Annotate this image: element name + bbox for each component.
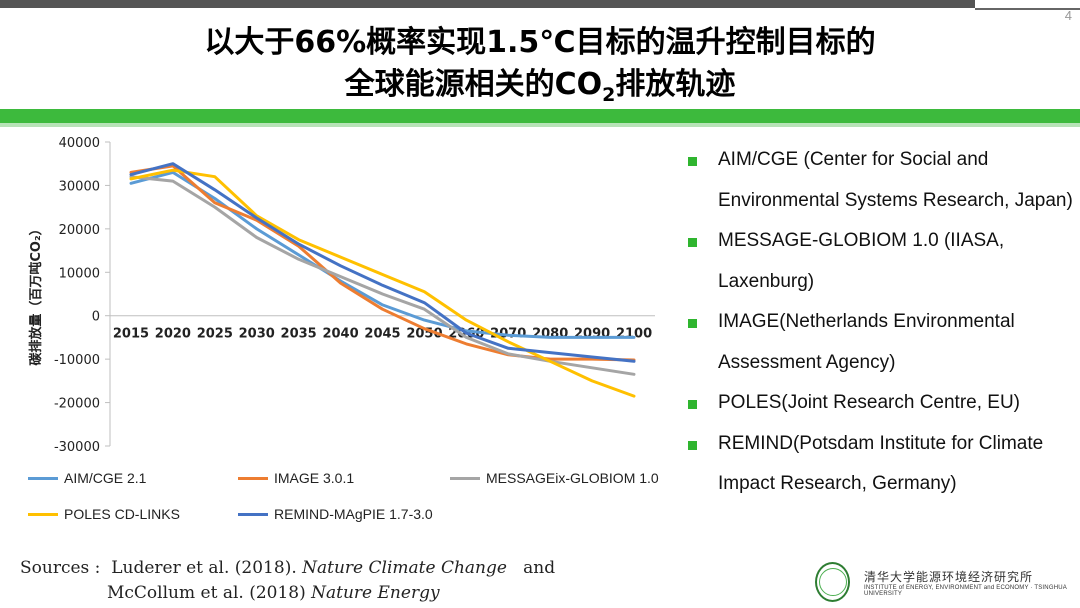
x-tick-label: 2045 <box>364 327 400 342</box>
y-tick-label: 30000 <box>59 179 100 194</box>
bullet-square-icon <box>688 319 697 328</box>
legend-swatch <box>238 512 268 516</box>
legend-label: MESSAGEix-GLOBIOM 1.0 <box>486 470 659 486</box>
series-line <box>129 164 636 362</box>
y-tick-label: -10000 <box>54 353 100 368</box>
y-tick-label: 10000 <box>59 266 100 281</box>
source-ref1-authors: Luderer et al. (2018). <box>111 558 297 578</box>
legend-item: POLES CD-LINKS <box>28 506 180 522</box>
legend-swatch <box>238 476 268 480</box>
series-line <box>129 162 636 363</box>
logo-text: 清华大学能源环境经济研究所 INSTITUTE of ENERGY, ENVIR… <box>864 568 1073 597</box>
x-tick-label: 2035 <box>281 327 317 342</box>
model-list-item: AIM/CGE (Center for Social and Environme… <box>688 140 1073 221</box>
y-tick-label: -20000 <box>54 397 100 412</box>
bullet-square-icon <box>688 157 697 166</box>
legend-label: AIM/CGE 2.1 <box>64 470 147 486</box>
legend-item: REMIND-MAgPIE 1.7-3.0 <box>238 506 433 522</box>
model-list-item-text: MESSAGE-GLOBIOM 1.0 (IIASA, Laxenburg) <box>718 230 1005 292</box>
legend-swatch <box>450 476 480 480</box>
model-list: AIM/CGE (Center for Social and Environme… <box>688 140 1073 505</box>
sources-label: Sources : <box>20 558 101 578</box>
source-ref1-journal: Nature Climate Change <box>302 558 507 578</box>
model-list-item: IMAGE(Netherlands Environmental Assessme… <box>688 302 1073 383</box>
top-bar-gap <box>975 0 1080 8</box>
title-line-2-tail: 排放轨迹 <box>615 67 736 102</box>
chart-svg: 40000 30000 20000 10000 0 -10000 -20000 -30000 2… <box>28 136 655 455</box>
sources-row-2: McCollum et al. (2018) Nature Energy <box>20 581 555 606</box>
legend-swatch <box>28 476 58 480</box>
source-and: and <box>523 558 556 578</box>
green-divider-shadow <box>0 123 1080 127</box>
top-thin-bar <box>975 8 1080 10</box>
legend-item: IMAGE 3.0.1 <box>238 470 354 486</box>
bullet-square-icon <box>688 400 697 409</box>
title-subscript: 2 <box>602 84 616 106</box>
x-tick-label: 2040 <box>322 327 358 342</box>
institute-logo: 清华大学能源环境经济研究所 INSTITUTE of ENERGY, ENVIR… <box>815 560 1073 604</box>
green-divider-bar <box>0 109 1080 123</box>
y-tick-label: -30000 <box>54 440 100 455</box>
sources-row-1: Sources : Luderer et al. (2018). Nature … <box>20 556 555 581</box>
y-axis-label: 碳排放量（百万吨CO₂） <box>28 222 44 365</box>
legend-label: REMIND-MAgPIE 1.7-3.0 <box>274 506 433 522</box>
logo-english-name: INSTITUTE of ENERGY, ENVIRONMENT and ECO… <box>864 584 1067 597</box>
sources-block: Sources : Luderer et al. (2018). Nature … <box>20 556 555 606</box>
model-list-item-text: IMAGE(Netherlands Environmental Assessme… <box>718 311 1015 373</box>
bullet-square-icon <box>688 238 697 247</box>
x-tick-label: 2090 <box>574 327 610 342</box>
legend-label: IMAGE 3.0.1 <box>274 470 355 486</box>
model-list-item: REMIND(Potsdam Institute for Climate Imp… <box>688 424 1073 505</box>
y-tick-label: 0 <box>92 310 100 325</box>
x-tick-label: 2030 <box>239 327 275 342</box>
x-tick-label: 2100 <box>616 327 652 342</box>
x-tick-label: 2025 <box>197 327 233 342</box>
logo-chinese-name: 清华大学能源环境经济研究所 <box>864 569 1034 584</box>
top-dark-bar <box>0 0 975 8</box>
source-ref2-authors: McCollum et al. (2018) <box>107 583 306 603</box>
model-list-item-text: AIM/CGE (Center for Social and Environme… <box>718 149 1073 211</box>
series-line <box>129 170 636 339</box>
x-tick-label: 2020 <box>155 327 191 342</box>
chart-legend: AIM/CGE 2.1 IMAGE 3.0.1 MESSAGEix-GLOBIOM … <box>28 470 668 530</box>
bullet-square-icon <box>688 440 697 450</box>
model-list-item: POLES(Joint Research Centre, EU) <box>688 383 1073 424</box>
legend-label: POLES CD-LINKS <box>64 506 180 522</box>
x-tick-label: 2015 <box>113 327 149 342</box>
university-seal-icon <box>815 562 851 602</box>
x-tick-label: 2080 <box>532 327 568 342</box>
emissions-chart: 40000 30000 20000 10000 0 -10000 -20000 -30000 2… <box>15 130 665 530</box>
page-number: 4 <box>1064 8 1072 23</box>
model-list-item-text: REMIND(Potsdam Institute for Climate Imp… <box>718 432 1044 495</box>
series-line <box>129 168 636 398</box>
legend-swatch <box>28 512 58 516</box>
y-tick-label: 20000 <box>59 223 100 238</box>
title-line-1: 以大于66%概率实现1.5℃目标的温升控制目标的 <box>204 25 876 60</box>
y-tick-label: 40000 <box>59 136 100 151</box>
title-line-2: 全球能源相关的CO2排放轨迹 <box>0 64 1080 116</box>
legend-item: MESSAGEix-GLOBIOM 1.0 <box>450 470 659 486</box>
slide-title: 以大于66%概率实现1.5℃目标的温升控制目标的 全球能源相关的CO2排放轨迹 <box>0 22 1080 116</box>
legend-item: AIM/CGE 2.1 <box>28 470 146 486</box>
title-line-2-main: 全球能源相关的CO <box>344 67 603 102</box>
model-list-item-text: POLES(Joint Research Centre, EU) <box>718 392 1021 413</box>
model-list-item: MESSAGE-GLOBIOM 1.0 (IIASA, Laxenburg) <box>688 221 1073 302</box>
source-ref2-journal: Nature Energy <box>311 583 440 603</box>
